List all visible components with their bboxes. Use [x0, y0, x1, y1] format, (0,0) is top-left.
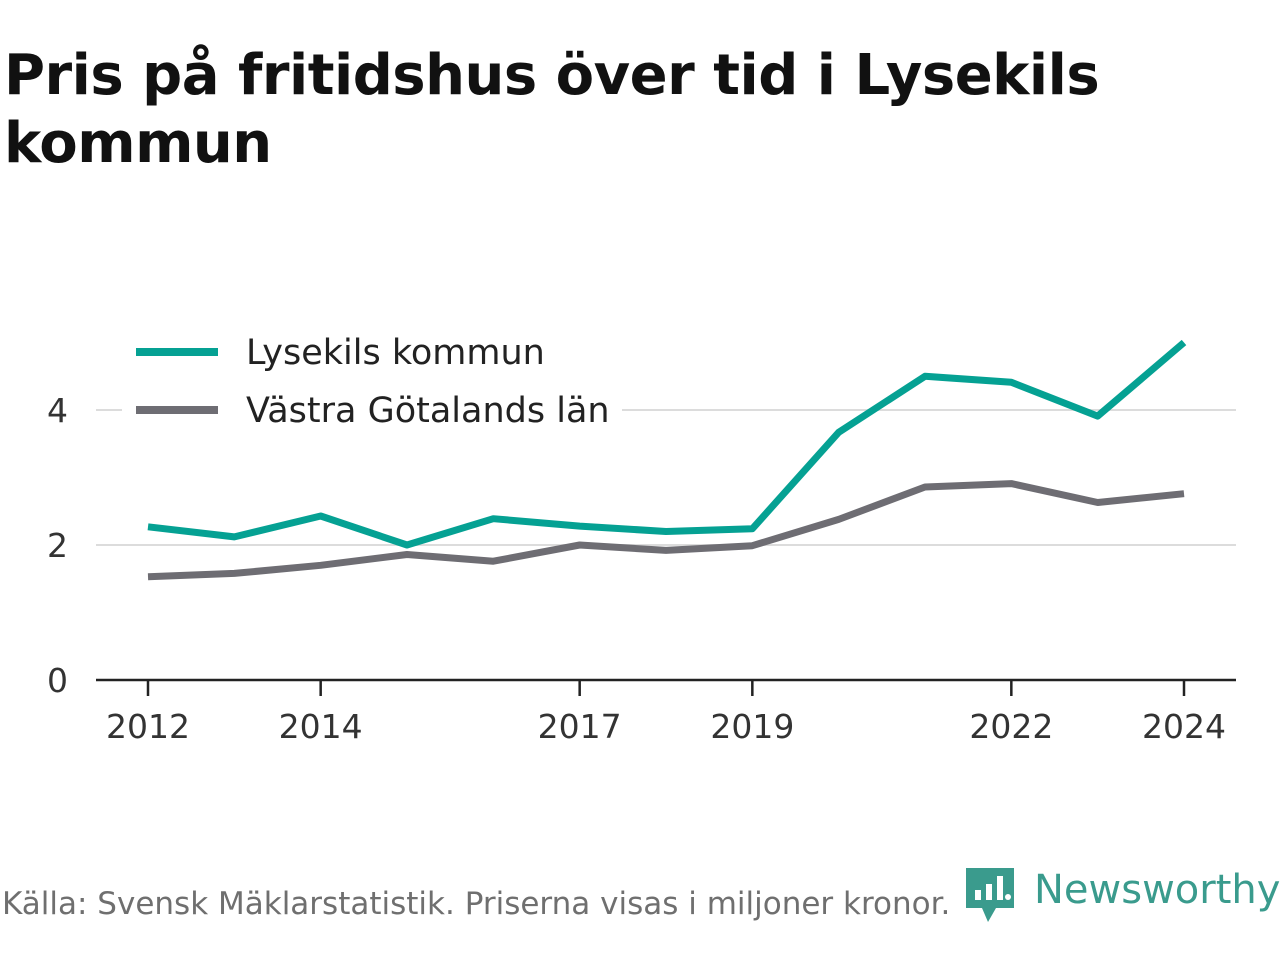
- legend-label-0: Lysekils kommun: [246, 333, 545, 373]
- axes: 0 2 4 2012 2014 2017 2019 2022 2024: [47, 391, 1236, 746]
- newsworthy-logo-icon: [966, 868, 1014, 922]
- brand: Newsworthy: [962, 864, 1280, 928]
- brand-name: Newsworthy: [1034, 867, 1280, 913]
- y-tick-label: 2: [47, 526, 68, 565]
- x-tick-label: 2024: [1142, 707, 1226, 746]
- x-tick-label: 2014: [279, 707, 363, 746]
- y-tick-label: 4: [47, 391, 68, 430]
- x-tick-label: 2019: [710, 707, 794, 746]
- x-tick-label: 2012: [106, 707, 190, 746]
- x-tick-label: 2022: [969, 707, 1053, 746]
- x-tick-label: 2017: [538, 707, 622, 746]
- chart-title: Pris på fritidshus över tid i Lysekils k…: [4, 43, 1100, 176]
- legend-label-1: Västra Götalands län: [246, 391, 610, 431]
- source-note: Källa: Svensk Mäklarstatistik. Priserna …: [2, 886, 951, 922]
- series-lines: [147, 339, 1187, 581]
- legend: Lysekils kommun Västra Götalands län: [122, 322, 622, 436]
- y-tick-label: 0: [47, 661, 68, 700]
